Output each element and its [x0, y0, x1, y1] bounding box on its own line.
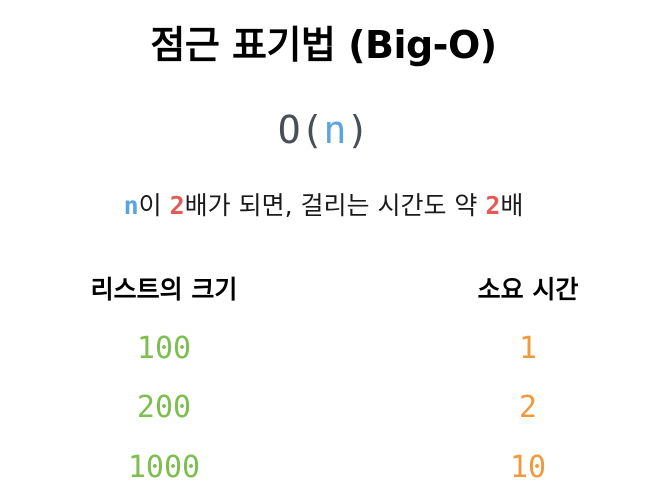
formula-variable: n — [323, 108, 347, 152]
formula-suffix: ) — [346, 108, 370, 152]
description-factor-2: 2 — [485, 191, 501, 220]
size-value: 200 — [136, 390, 192, 425]
size-value: 100 — [136, 331, 192, 366]
page-title: 점근 표기법 (Big-O) — [150, 23, 497, 67]
big-o-formula: O(n) — [0, 108, 647, 152]
description: n이 2배가 되면, 걸리는 시간도 약 2배 — [0, 186, 647, 222]
time-value: 1 — [518, 331, 538, 366]
size-value: 1000 — [127, 450, 201, 485]
description-variable: n — [123, 191, 139, 220]
time-value: 10 — [509, 450, 547, 485]
description-text-1: 이 — [138, 191, 170, 220]
formula-prefix: O( — [277, 108, 324, 152]
time-value: 2 — [518, 390, 538, 425]
header-list-size: 리스트의 크기 — [90, 275, 238, 304]
header-time: 소요 시간 — [477, 275, 579, 304]
description-text-3: 배 — [500, 191, 524, 220]
description-factor-1: 2 — [169, 191, 185, 220]
description-text-2: 배가 되면, 걸리는 시간도 약 — [184, 191, 486, 220]
